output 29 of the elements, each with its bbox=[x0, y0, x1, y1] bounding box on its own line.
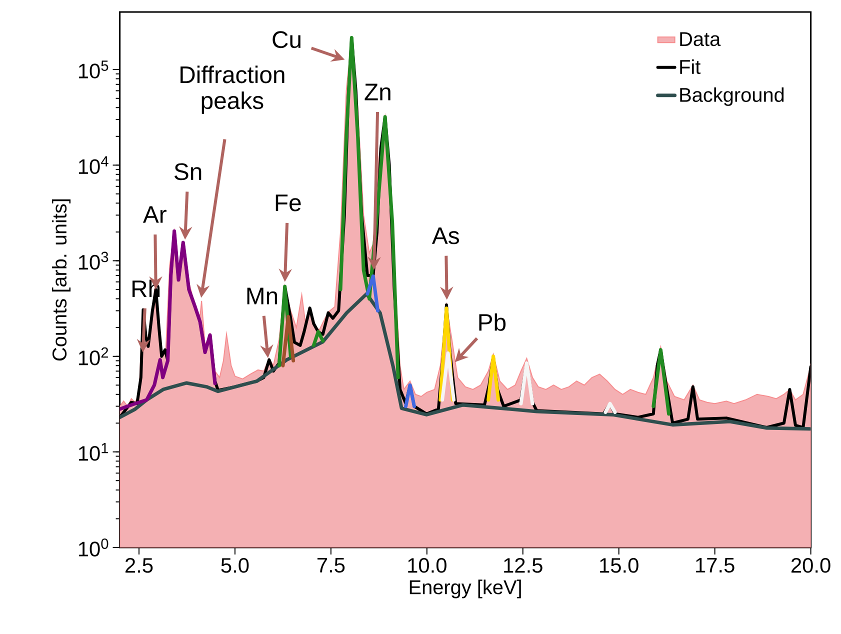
legend-label: Data bbox=[680, 32, 721, 46]
x-tick-label: 12.5 bbox=[504, 558, 542, 573]
x-axis-title: Energy [keV] bbox=[410, 580, 521, 598]
x-tick-label: 17.5 bbox=[696, 558, 734, 573]
annotation: Mn bbox=[247, 288, 278, 304]
x-tick-label: 5.0 bbox=[221, 558, 249, 573]
annotation: Zn bbox=[364, 84, 390, 100]
line-series bbox=[120, 229, 217, 411]
y-tick-label: 10$^{1}$ bbox=[78, 443, 108, 461]
legend-label: Fit bbox=[680, 59, 701, 74]
annotation: Diffraction peaks bbox=[180, 66, 284, 114]
annotation: Fe bbox=[276, 194, 301, 212]
annotation: Cu bbox=[272, 31, 300, 48]
annotation: As bbox=[432, 227, 459, 244]
y-tick-label: 10$^{0}$ bbox=[78, 538, 108, 556]
y-tick-label: 10$^{4}$ bbox=[78, 156, 108, 174]
x-tick-label: 15.0 bbox=[600, 558, 638, 573]
legend-label: Background bbox=[680, 87, 784, 106]
y-tick-label: 10$^{2}$ bbox=[78, 347, 108, 366]
annotation: Ar bbox=[142, 206, 166, 223]
x-tick-label: 7.5 bbox=[317, 558, 345, 573]
y-tick-label: 10$^{5}$ bbox=[78, 60, 108, 78]
annotation: Sn bbox=[174, 163, 202, 180]
x-tick-label: 20.0 bbox=[791, 558, 830, 573]
annotation: Pb bbox=[479, 313, 506, 331]
y-tick-label: 10$^{3}$ bbox=[78, 252, 108, 270]
x-tick-label: 10.0 bbox=[408, 558, 446, 573]
x-tick-label: 2.5 bbox=[126, 558, 153, 573]
y-axis-title: Counts [arb. units] bbox=[52, 199, 71, 361]
